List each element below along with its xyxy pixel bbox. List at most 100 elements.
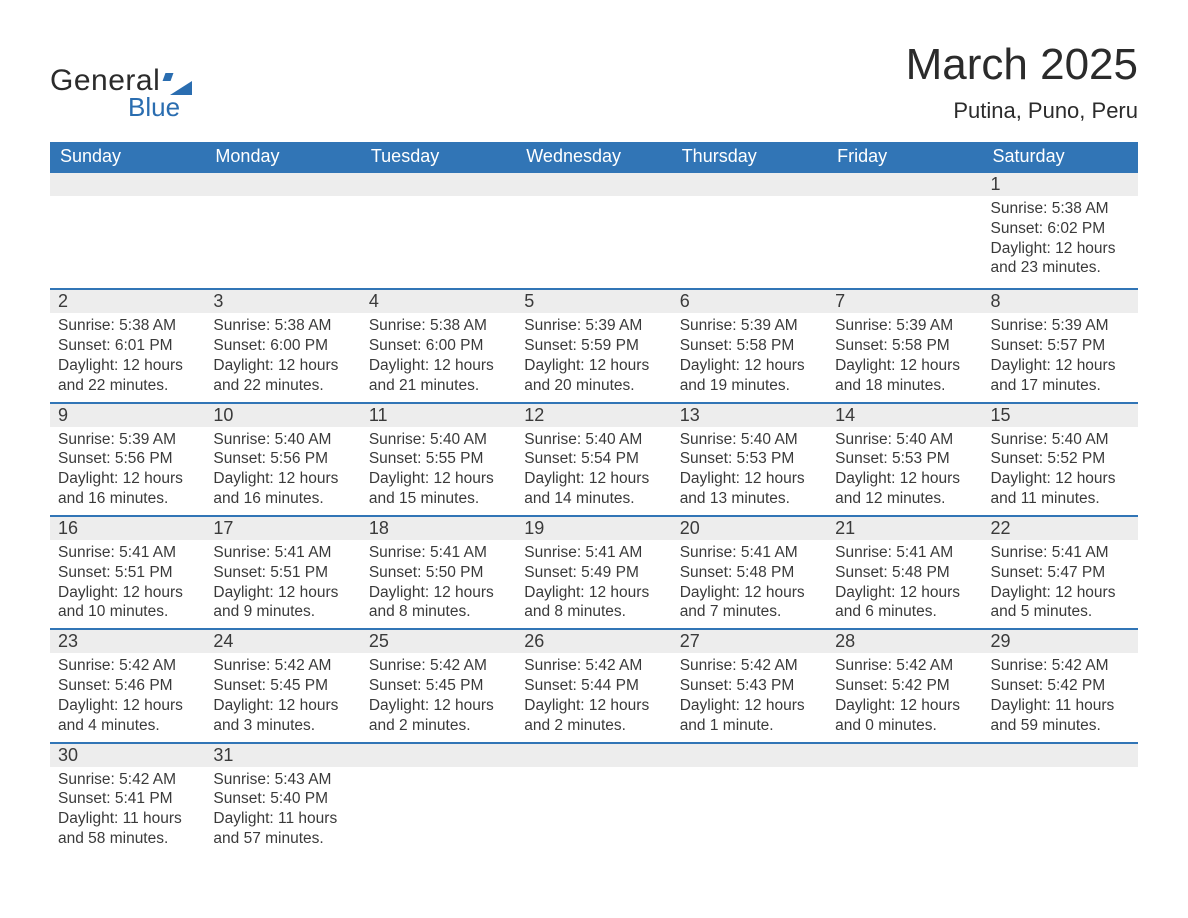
day-number-cell (361, 743, 516, 767)
day-info-line: Sunset: 5:53 PM (680, 449, 819, 469)
day-number-cell: 19 (516, 516, 671, 540)
day-info-line: Sunrise: 5:40 AM (524, 430, 663, 450)
day-info-line: Daylight: 11 hours (991, 696, 1130, 716)
day-number-cell (827, 743, 982, 767)
day-info-line: Sunset: 5:44 PM (524, 676, 663, 696)
day-info-line: Sunrise: 5:40 AM (680, 430, 819, 450)
day-info-line: Daylight: 12 hours (835, 696, 974, 716)
day-content-cell: Sunrise: 5:41 AMSunset: 5:47 PMDaylight:… (983, 540, 1138, 629)
day-info-line: and 18 minutes. (835, 376, 974, 396)
day-number-cell: 12 (516, 403, 671, 427)
day-number-row: 9101112131415 (50, 403, 1138, 427)
day-number-row: 23242526272829 (50, 629, 1138, 653)
day-number-cell (827, 172, 982, 196)
day-number-cell: 14 (827, 403, 982, 427)
day-number-cell (672, 743, 827, 767)
day-info-line: Sunset: 5:41 PM (58, 789, 197, 809)
logo-shape-icon (164, 73, 192, 95)
day-number-cell: 13 (672, 403, 827, 427)
day-info-line: Sunset: 5:48 PM (680, 563, 819, 583)
day-number-cell (205, 172, 360, 196)
day-info-line: and 23 minutes. (991, 258, 1130, 278)
day-number-cell: 7 (827, 289, 982, 313)
day-info-line: and 13 minutes. (680, 489, 819, 509)
day-number-cell: 28 (827, 629, 982, 653)
day-number-cell: 3 (205, 289, 360, 313)
day-content-cell: Sunrise: 5:40 AMSunset: 5:54 PMDaylight:… (516, 427, 671, 516)
day-info-line: Sunset: 5:46 PM (58, 676, 197, 696)
day-number-cell: 26 (516, 629, 671, 653)
day-info-line: Sunset: 5:42 PM (835, 676, 974, 696)
day-info-line: and 1 minute. (680, 716, 819, 736)
day-info-line: Daylight: 12 hours (991, 583, 1130, 603)
day-info-line: Sunset: 5:59 PM (524, 336, 663, 356)
day-number-cell: 17 (205, 516, 360, 540)
day-info-line: Sunrise: 5:41 AM (991, 543, 1130, 563)
day-info-line: and 2 minutes. (524, 716, 663, 736)
day-info-line: Sunrise: 5:41 AM (680, 543, 819, 563)
day-info-line: Sunset: 5:52 PM (991, 449, 1130, 469)
day-info-line: Daylight: 12 hours (991, 239, 1130, 259)
day-info-line: Sunset: 5:51 PM (213, 563, 352, 583)
day-info-line: Sunset: 5:48 PM (835, 563, 974, 583)
day-info-line: Sunset: 5:58 PM (680, 336, 819, 356)
day-content-cell (827, 767, 982, 855)
day-info-line: Sunrise: 5:38 AM (369, 316, 508, 336)
day-number-cell: 21 (827, 516, 982, 540)
day-info-line: and 0 minutes. (835, 716, 974, 736)
day-info-line: Sunset: 5:54 PM (524, 449, 663, 469)
day-info-line: and 3 minutes. (213, 716, 352, 736)
day-info-line: and 22 minutes. (58, 376, 197, 396)
day-info-line: Daylight: 12 hours (213, 469, 352, 489)
day-info-line: and 57 minutes. (213, 829, 352, 849)
day-header: Tuesday (361, 142, 516, 172)
day-number-cell: 16 (50, 516, 205, 540)
day-content-cell: Sunrise: 5:41 AMSunset: 5:48 PMDaylight:… (672, 540, 827, 629)
day-number-cell (50, 172, 205, 196)
day-content-row: Sunrise: 5:42 AM Sunset: 5:46 PM Daylight:… (50, 653, 1138, 742)
day-number-cell (516, 743, 671, 767)
day-info-line: Sunset: 5:51 PM (58, 563, 197, 583)
day-info-line: Daylight: 12 hours (680, 583, 819, 603)
day-info-line: Sunrise: 5:43 AM (213, 770, 352, 790)
day-info-line: Daylight: 12 hours (524, 583, 663, 603)
day-info-line: Daylight: 12 hours (524, 469, 663, 489)
day-number-cell: 29 (983, 629, 1138, 653)
day-content-cell: Sunrise: 5:41 AMSunset: 5:48 PMDaylight:… (827, 540, 982, 629)
day-info-line: Daylight: 12 hours (680, 696, 819, 716)
day-info-line: Sunrise: 5:41 AM (58, 543, 197, 563)
day-info-line: Sunrise: 5:40 AM (369, 430, 508, 450)
day-info-line: Daylight: 12 hours (213, 583, 352, 603)
day-number-row: 3031 (50, 743, 1138, 767)
day-info-line: Sunrise: 5:40 AM (213, 430, 352, 450)
day-number-cell: 20 (672, 516, 827, 540)
day-content-cell (827, 196, 982, 289)
day-number-cell: 1 (983, 172, 1138, 196)
day-info-line: Daylight: 12 hours (213, 696, 352, 716)
day-info-line: Sunrise: 5:42 AM (369, 656, 508, 676)
day-content-cell: Sunrise: 5:38 AMSunset: 6:01 PMDaylight:… (50, 313, 205, 402)
day-info-line: Sunrise: 5:42 AM (835, 656, 974, 676)
day-info-line: Sunset: 5:49 PM (524, 563, 663, 583)
day-number-cell: 23 (50, 629, 205, 653)
day-number-cell: 22 (983, 516, 1138, 540)
day-info-line: Sunrise: 5:41 AM (369, 543, 508, 563)
location-subtitle: Putina, Puno, Peru (906, 98, 1138, 124)
day-info-line: Sunset: 6:02 PM (991, 219, 1130, 239)
day-content-row: Sunrise: 5:41 AMSunset: 5:51 PMDaylight:… (50, 540, 1138, 629)
day-content-cell: Sunrise: 5:42 AMSunset: 5:45 PMDaylight:… (205, 653, 360, 742)
day-content-cell: Sunrise: 5:38 AMSunset: 6:00 PMDaylight:… (205, 313, 360, 402)
day-content-cell: Sunrise: 5:39 AMSunset: 5:56 PMDaylight:… (50, 427, 205, 516)
day-number-cell: 15 (983, 403, 1138, 427)
day-number-row: 16171819202122 (50, 516, 1138, 540)
day-content-cell (361, 767, 516, 855)
day-content-cell: Sunrise: 5:39 AMSunset: 5:57 PMDaylight:… (983, 313, 1138, 402)
day-content-cell: Sunrise: 5:38 AMSunset: 6:00 PMDaylight:… (361, 313, 516, 402)
day-info-line: Sunset: 5:40 PM (213, 789, 352, 809)
day-info-line: and 16 minutes. (58, 489, 197, 509)
day-number-cell: 11 (361, 403, 516, 427)
day-header: Wednesday (516, 142, 671, 172)
day-info-line: Sunset: 6:01 PM (58, 336, 197, 356)
day-info-line: and 16 minutes. (213, 489, 352, 509)
day-content-cell: Sunrise: 5:41 AMSunset: 5:50 PMDaylight:… (361, 540, 516, 629)
